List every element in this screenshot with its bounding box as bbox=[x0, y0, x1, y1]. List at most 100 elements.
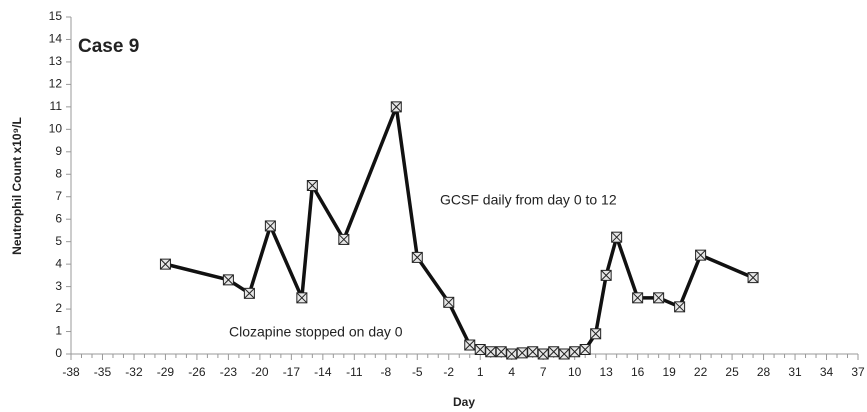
marker-cross bbox=[244, 287, 255, 299]
y-tick-label: 15 bbox=[49, 9, 63, 23]
marker-cross bbox=[600, 270, 612, 281]
y-tick-label: 12 bbox=[49, 77, 63, 91]
point-marker bbox=[590, 328, 602, 340]
point-marker bbox=[338, 233, 350, 245]
marker-cross bbox=[548, 346, 560, 358]
point-marker bbox=[527, 346, 539, 358]
point-marker bbox=[464, 339, 476, 351]
point-marker bbox=[600, 269, 612, 281]
x-tick-label: -5 bbox=[412, 365, 423, 379]
marker-cross bbox=[495, 346, 507, 358]
marker-cross bbox=[306, 180, 318, 191]
y-tick-label: 5 bbox=[55, 234, 62, 248]
marker-cross bbox=[747, 272, 759, 283]
x-tick-label: -35 bbox=[94, 365, 112, 379]
marker-cross bbox=[443, 296, 455, 308]
point-marker bbox=[296, 292, 308, 304]
point-marker bbox=[243, 287, 255, 299]
point-marker bbox=[474, 344, 486, 356]
x-tick-label: 13 bbox=[599, 365, 613, 379]
x-axis-label: Day bbox=[453, 395, 475, 409]
point-marker bbox=[632, 292, 644, 304]
x-tick-label: 19 bbox=[662, 365, 676, 379]
marker-cross bbox=[160, 258, 171, 270]
x-tick-label: -32 bbox=[125, 365, 143, 379]
marker-cross bbox=[569, 346, 581, 358]
x-tick-label: 10 bbox=[568, 365, 582, 379]
x-tick-label: -11 bbox=[346, 365, 363, 379]
point-marker bbox=[548, 346, 560, 358]
point-marker bbox=[569, 346, 581, 358]
y-tick-label: 10 bbox=[49, 122, 63, 136]
x-tick-label: -26 bbox=[188, 365, 206, 379]
point-marker bbox=[485, 346, 497, 358]
y-tick-label: 7 bbox=[55, 189, 62, 203]
marker-cross bbox=[485, 346, 497, 358]
chart-title: Case 9 bbox=[78, 36, 139, 57]
x-tick-label: 31 bbox=[788, 365, 802, 379]
x-tick-label: 22 bbox=[694, 365, 708, 379]
point-marker bbox=[516, 347, 528, 359]
marker-cross bbox=[527, 346, 539, 358]
point-marker bbox=[558, 348, 570, 360]
marker-cross bbox=[464, 339, 476, 351]
marker-cross bbox=[265, 220, 276, 232]
series-line bbox=[165, 105, 754, 356]
x-tick-label: 37 bbox=[851, 365, 865, 379]
marker-cross bbox=[695, 249, 706, 261]
marker-cross bbox=[537, 348, 549, 360]
x-tick-label: -29 bbox=[157, 365, 175, 379]
point-marker bbox=[390, 101, 402, 113]
marker-cross bbox=[223, 274, 234, 286]
marker-cross bbox=[590, 328, 602, 340]
marker-cross bbox=[674, 301, 685, 313]
point-marker bbox=[495, 346, 507, 358]
x-tick-label: -14 bbox=[314, 365, 332, 379]
marker-cross bbox=[558, 348, 570, 360]
point-marker bbox=[306, 180, 318, 191]
x-tick-label: 34 bbox=[820, 365, 834, 379]
x-tick-label: -8 bbox=[380, 365, 391, 379]
marker-cross bbox=[411, 252, 423, 263]
point-marker bbox=[159, 258, 171, 270]
marker-cross bbox=[611, 231, 623, 243]
y-tick-label: 8 bbox=[55, 166, 62, 180]
y-tick-label: 0 bbox=[55, 346, 62, 360]
y-tick-label: 6 bbox=[55, 211, 62, 225]
point-marker bbox=[579, 344, 591, 356]
point-marker bbox=[264, 220, 276, 232]
y-tick-label: 3 bbox=[55, 279, 62, 293]
marker-cross bbox=[338, 234, 350, 245]
point-marker bbox=[506, 348, 518, 360]
point-marker bbox=[653, 292, 665, 304]
point-marker bbox=[747, 272, 759, 284]
x-tick-label: 4 bbox=[508, 365, 515, 379]
marker-cross bbox=[516, 347, 528, 359]
marker-cross bbox=[390, 101, 402, 113]
point-marker bbox=[222, 274, 234, 286]
y-tick-label: 14 bbox=[49, 32, 63, 46]
x-tick-label: 1 bbox=[477, 365, 484, 379]
x-tick-label: 28 bbox=[757, 365, 771, 379]
y-tick-label: 11 bbox=[50, 99, 63, 113]
annotation: Clozapine stopped on day 0 bbox=[229, 324, 403, 340]
marker-cross bbox=[653, 292, 664, 304]
x-tick-label: -23 bbox=[220, 365, 238, 379]
marker-cross bbox=[579, 344, 591, 355]
annotation: GCSF daily from day 0 to 12 bbox=[440, 192, 617, 208]
y-tick-label: 13 bbox=[49, 54, 63, 68]
y-tick-label: 9 bbox=[55, 144, 62, 158]
point-marker bbox=[611, 231, 623, 243]
x-tick-label: -17 bbox=[283, 365, 301, 379]
x-tick-label: -2 bbox=[443, 365, 454, 379]
point-marker bbox=[674, 301, 686, 313]
point-marker bbox=[695, 249, 707, 261]
y-tick-label: 4 bbox=[55, 256, 62, 270]
y-tick-label: 1 bbox=[55, 324, 62, 338]
x-tick-label: -38 bbox=[62, 365, 80, 379]
y-axis-label: Neutrophil Count x10⁹/L bbox=[10, 117, 24, 255]
x-tick-label: -20 bbox=[251, 365, 269, 379]
x-tick-label: 25 bbox=[725, 365, 739, 379]
x-tick-label: 7 bbox=[540, 365, 547, 379]
